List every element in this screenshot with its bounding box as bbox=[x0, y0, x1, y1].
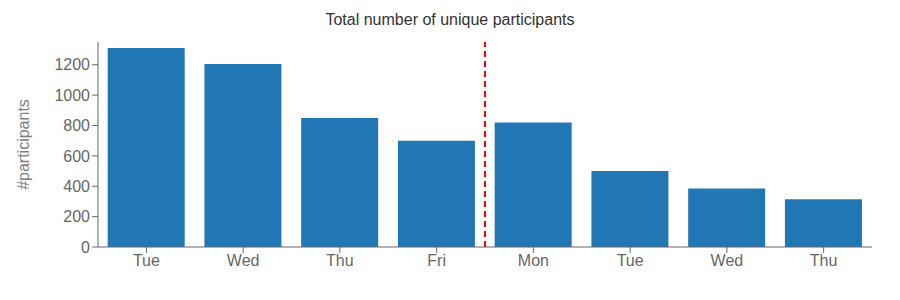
svg-text:1000: 1000 bbox=[54, 87, 90, 104]
svg-text:600: 600 bbox=[63, 148, 90, 165]
svg-text:1200: 1200 bbox=[54, 56, 90, 73]
svg-text:Tue: Tue bbox=[133, 252, 160, 269]
svg-text:Wed: Wed bbox=[711, 252, 744, 269]
svg-text:Fri: Fri bbox=[427, 252, 446, 269]
html-text:Total number of unique partici: Total number of unique participants bbox=[325, 11, 575, 28]
svg-text:Mon: Mon bbox=[518, 252, 549, 269]
svg-text:0: 0 bbox=[81, 239, 90, 256]
svg-text:Wed: Wed bbox=[227, 252, 260, 269]
svg-text:Thu: Thu bbox=[326, 252, 354, 269]
svg-text:Thu: Thu bbox=[810, 252, 838, 269]
svg-text:200: 200 bbox=[63, 208, 90, 225]
svg-text:400: 400 bbox=[63, 178, 90, 195]
svg-text:800: 800 bbox=[63, 117, 90, 134]
svg-text:Tue: Tue bbox=[617, 252, 644, 269]
svg-text:#participants: #participants bbox=[15, 99, 32, 190]
